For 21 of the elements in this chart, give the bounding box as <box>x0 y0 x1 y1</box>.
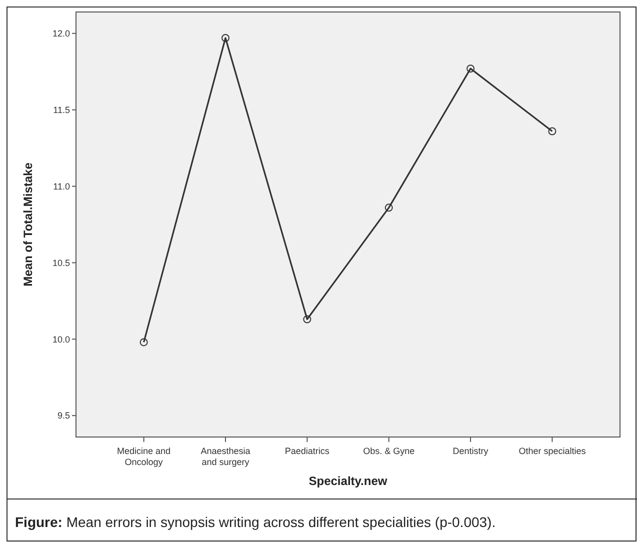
point <box>221 34 230 42</box>
y-tick-label: 10.5 <box>52 258 70 268</box>
x-tick-label: Paediatrics <box>284 446 330 456</box>
text: Figure: Mean errors in synopsis writing across different specialities (p-0.003). <box>15 514 496 530</box>
y-tick-label: 12.0 <box>52 28 70 39</box>
y-axis-title: Mean of Total.Mistake <box>21 162 35 286</box>
x-axis-title: Specialty.new <box>308 474 388 488</box>
y-tick-label: 9.5 <box>57 410 70 421</box>
point <box>384 204 393 212</box>
x-tick-label: Other specialties <box>518 446 586 456</box>
x-tick-label: Medicine and Oncology <box>117 446 171 467</box>
y-tick-label: 11.5 <box>53 104 70 115</box>
y-tick-label: 11.0 <box>53 181 70 192</box>
point <box>303 315 312 324</box>
x-tick-label: Anaesthesia and surgery <box>200 446 250 467</box>
x-tick-label: Dentistry <box>452 446 489 456</box>
x-tick-label: Obs. & Gyne <box>363 446 415 456</box>
point <box>548 127 556 136</box>
point <box>140 338 148 346</box>
point <box>466 64 475 73</box>
y-tick-label: 10.0 <box>52 334 70 344</box>
